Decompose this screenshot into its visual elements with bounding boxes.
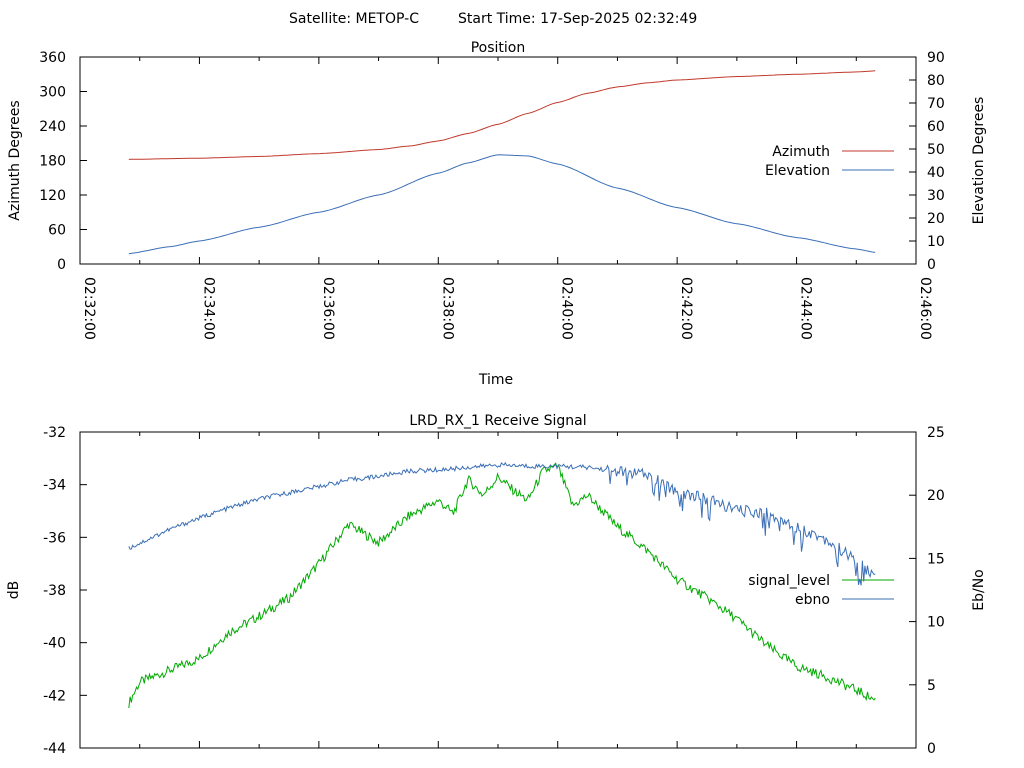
y-tick-label: -34 [43,478,66,494]
y-tick-label: 60 [48,223,66,239]
y2-axis-label: Eb/No [971,569,987,611]
series-line-signal_level [128,462,876,709]
y2-tick-label: 20 [927,488,945,504]
position-chart: Position 0 60 120 180 240 300 360 0 10 20 30 40 50 60 7… [7,40,987,388]
y-tick-label: 300 [39,85,66,101]
y-tick-label: -44 [43,741,66,757]
y-tick-label: -36 [43,530,66,546]
legend-label-Elevation: Elevation [765,163,830,179]
y2-tick-label: 25 [927,425,945,441]
series-line-Azimuth [128,70,876,160]
legend-label-Azimuth: Azimuth [772,144,830,160]
y-tick-label: 360 [39,50,66,66]
y-tick-label: -40 [43,636,66,652]
y-tick-label: 0 [57,257,66,273]
x-tick-label: 02:40:00 [559,277,575,340]
receive-signal-chart: LRD_RX_1 Receive Signal -44 -42 -40 -38 -36 -3… [6,413,987,757]
chart-title: Position [471,40,526,56]
x-tick-label: 02:36:00 [320,277,336,340]
x-tick-label: 02:32:00 [81,277,97,340]
x-tick-label: 02:38:00 [439,277,455,340]
y2-tick-label: 0 [927,257,936,273]
y2-tick-label: 70 [927,96,945,112]
plot-frame [79,56,917,265]
y2-tick-label: 40 [927,165,945,181]
y-tick-label: -38 [43,583,66,599]
y2-tick-label: 10 [927,234,945,250]
y2-axis-label: Elevation Degrees [971,97,987,225]
y2-tick-label: 30 [927,188,945,204]
x-tick-label: 02:34:00 [200,277,216,340]
y-tick-label: -32 [43,425,66,441]
y2-tick-label: 50 [927,142,945,158]
x-tick-label: 02:46:00 [917,277,933,340]
y2-tick-label: 15 [927,551,945,567]
y2-tick-label: 80 [927,73,945,89]
y-tick-label: -42 [43,688,66,704]
satellite-label: Satellite: METOP-C [289,11,419,27]
y-tick-label: 120 [39,188,66,204]
start-time-label: Start Time: 17-Sep-2025 02:32:49 [458,11,697,27]
y2-tick-label: 90 [927,50,945,66]
y2-tick-label: 5 [927,678,936,694]
x-tick-label: 02:42:00 [678,277,694,340]
plot-frame [79,431,917,749]
series-line-Elevation [128,154,876,255]
chart-title: LRD_RX_1 Receive Signal [409,413,586,429]
y-tick-label: 180 [39,154,66,170]
legend-label-ebno: ebno [795,592,830,608]
series-line-ebno [128,461,876,586]
y2-tick-label: 60 [927,119,945,135]
x-tick-label: 02:44:00 [798,277,814,340]
y-axis-label: Azimuth Degrees [7,100,23,220]
y-tick-label: 240 [39,119,66,135]
y2-tick-label: 0 [927,741,936,757]
y2-tick-label: 10 [927,615,945,631]
y-axis-label: dB [6,581,22,600]
x-axis-label: Time [478,372,513,388]
y2-tick-label: 20 [927,211,945,227]
legend-label-signal_level: signal_level [748,573,830,589]
